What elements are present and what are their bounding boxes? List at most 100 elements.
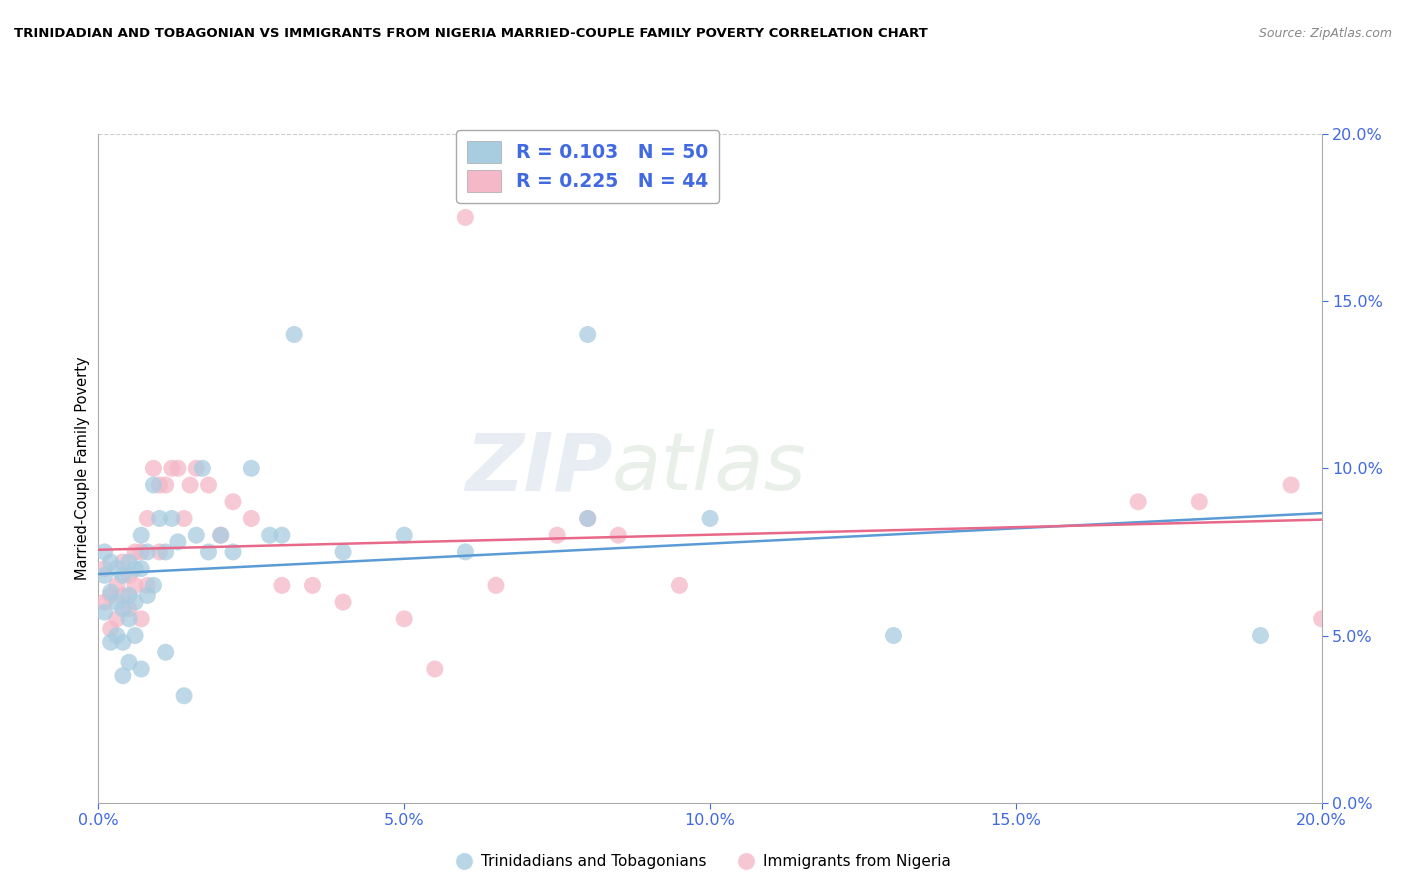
Point [167, 535, 190, 549]
Point [105, 595, 128, 609]
Point [576, 511, 599, 525]
Point [607, 528, 630, 542]
Point [129, 612, 152, 626]
Point [160, 511, 183, 525]
Point [259, 528, 281, 542]
Point [111, 555, 134, 569]
Point [283, 327, 305, 342]
Point [105, 578, 128, 592]
Point [129, 528, 152, 542]
Point [111, 635, 134, 649]
Point [136, 511, 159, 525]
Point [142, 478, 165, 492]
Text: Source: ZipAtlas.com: Source: ZipAtlas.com [1258, 27, 1392, 40]
Point [155, 545, 177, 559]
Point [270, 578, 292, 592]
Point [209, 528, 232, 542]
Point [93, 605, 115, 619]
Point [93, 568, 115, 582]
Point [270, 528, 292, 542]
Point [186, 461, 208, 475]
Point [186, 528, 208, 542]
Point [392, 528, 416, 542]
Point [240, 511, 263, 525]
Point [124, 628, 146, 642]
Point [392, 612, 416, 626]
Point [129, 662, 152, 676]
Point [149, 511, 172, 525]
Point [155, 645, 177, 659]
Point [423, 662, 446, 676]
Point [111, 589, 134, 603]
Text: ZIP: ZIP [465, 429, 612, 508]
Point [173, 689, 195, 703]
Point [118, 602, 141, 616]
Point [124, 545, 146, 559]
Point [191, 461, 214, 475]
Point [93, 595, 115, 609]
Point [1279, 478, 1302, 492]
Point [100, 585, 122, 599]
Point [485, 578, 508, 592]
Point [155, 478, 177, 492]
Point [454, 211, 477, 225]
Text: TRINIDADIAN AND TOBAGONIAN VS IMMIGRANTS FROM NIGERIA MARRIED-COUPLE FAMILY POVE: TRINIDADIAN AND TOBAGONIAN VS IMMIGRANTS… [14, 27, 928, 40]
Point [142, 578, 165, 592]
Point [149, 478, 172, 492]
Point [129, 545, 152, 559]
Point [576, 511, 599, 525]
Point [111, 568, 134, 582]
Point [142, 461, 165, 475]
Point [332, 545, 354, 559]
Point [160, 461, 183, 475]
Point [197, 545, 219, 559]
Point [883, 628, 905, 642]
Point [1310, 612, 1333, 626]
Point [124, 578, 146, 592]
Y-axis label: Married-Couple Family Poverty: Married-Couple Family Poverty [75, 357, 90, 580]
Point [222, 545, 245, 559]
Point [136, 589, 159, 603]
Point [111, 669, 134, 683]
Legend: Trinidadians and Tobagonians, Immigrants from Nigeria: Trinidadians and Tobagonians, Immigrants… [449, 848, 957, 875]
Point [100, 635, 122, 649]
Point [118, 612, 141, 626]
Point [332, 595, 354, 609]
Point [100, 555, 122, 569]
Point [93, 545, 115, 559]
Point [93, 562, 115, 576]
Point [240, 461, 263, 475]
Point [118, 555, 141, 569]
Point [111, 602, 134, 616]
Point [1249, 628, 1271, 642]
Point [105, 612, 128, 626]
Point [173, 511, 195, 525]
Point [197, 478, 219, 492]
Point [1128, 494, 1150, 508]
Point [179, 478, 201, 492]
Point [301, 578, 323, 592]
Point [105, 628, 128, 642]
Point [136, 578, 159, 592]
Point [129, 562, 152, 576]
Point [124, 562, 146, 576]
Point [118, 655, 141, 669]
Point [105, 562, 128, 576]
Point [118, 568, 141, 582]
Point [222, 494, 245, 508]
Point [136, 545, 159, 559]
Text: atlas: atlas [612, 429, 807, 508]
Point [546, 528, 568, 542]
Point [118, 589, 141, 603]
Point [124, 595, 146, 609]
Point [576, 327, 599, 342]
Point [1188, 494, 1211, 508]
Point [699, 511, 721, 525]
Point [668, 578, 690, 592]
Legend: R = 0.103   N = 50, R = 0.225   N = 44: R = 0.103 N = 50, R = 0.225 N = 44 [456, 130, 720, 203]
Point [149, 545, 172, 559]
Point [100, 622, 122, 636]
Point [454, 545, 477, 559]
Point [209, 528, 232, 542]
Point [167, 461, 190, 475]
